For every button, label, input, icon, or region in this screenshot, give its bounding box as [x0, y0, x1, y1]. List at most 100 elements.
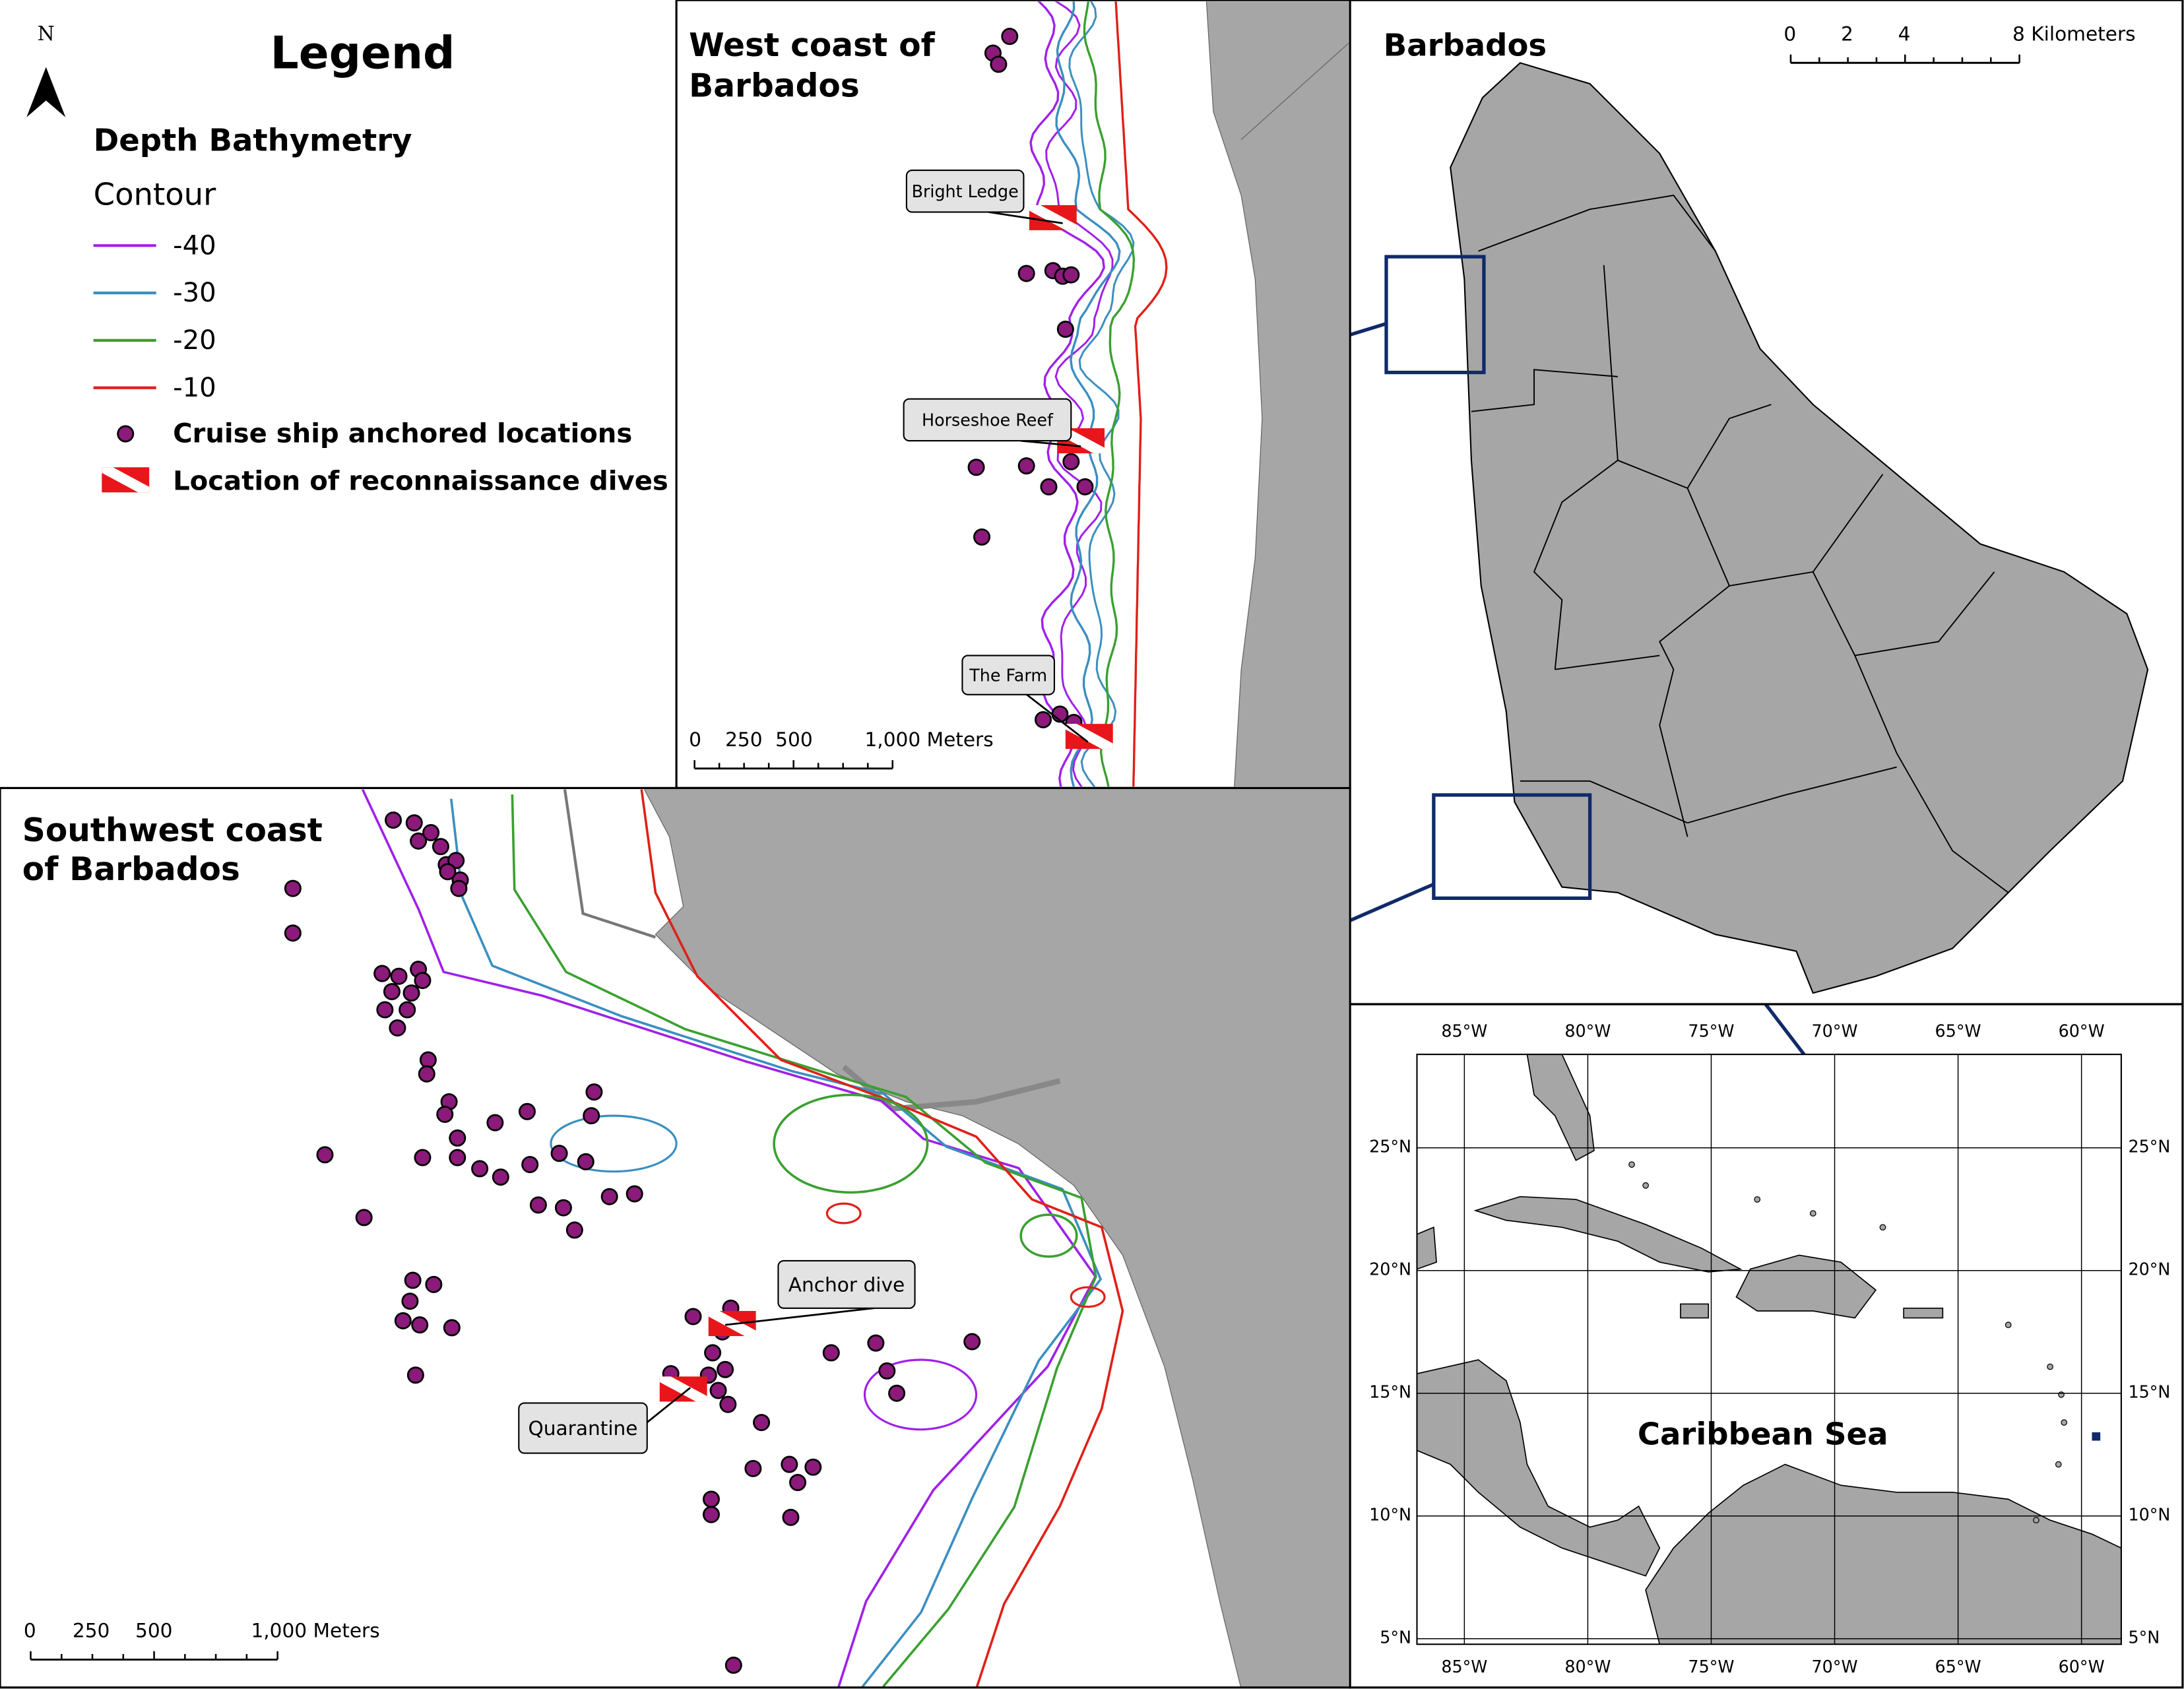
cruise-ship-location: [447, 852, 465, 870]
island: [1450, 62, 2149, 994]
inset-box: [1432, 793, 1592, 901]
dive-stripe: [102, 467, 150, 493]
cruise-ship-location: [719, 1395, 737, 1413]
cruise-ship-location: [888, 1384, 906, 1402]
cruise-ship-location: [1076, 478, 1094, 495]
depth-contour: [550, 1114, 678, 1173]
island: [2058, 1391, 2065, 1398]
lon-label: 75°W: [1688, 1021, 1734, 1040]
scale-label: 500: [775, 728, 812, 751]
parish-boundary: [1686, 474, 1884, 587]
depth-contour: [449, 798, 1102, 1688]
island: [1628, 1161, 1635, 1168]
cruise-ship-location: [399, 1001, 416, 1019]
island: [2033, 1517, 2039, 1523]
callout-label: Horseshoe Reef: [922, 410, 1054, 430]
cruise-ship-location: [355, 1209, 373, 1227]
cruise-ship-location: [1017, 265, 1035, 282]
scale-label: 0: [24, 1620, 36, 1642]
legend-label: Cruise ship anchored locations: [173, 419, 632, 449]
callout-leader: [724, 1307, 874, 1326]
cruise-ship-location: [967, 459, 985, 476]
landmass: [1417, 1359, 1661, 1577]
cruise-ship-location: [550, 1145, 568, 1163]
legend-title: Legend: [271, 26, 455, 79]
cruise-ship-location: [414, 1149, 432, 1166]
cruise-ship-location: [436, 1105, 454, 1123]
cruise-ship-location: [702, 1490, 720, 1508]
panel-title: of Barbados: [22, 851, 240, 888]
scale-label: 0: [1783, 23, 1796, 46]
cruise-ship-location: [284, 924, 302, 942]
landmass: [1645, 1463, 2121, 1645]
cruise-ship-location: [1017, 457, 1035, 475]
pier: [563, 789, 657, 939]
cruise-ship-location: [422, 824, 440, 842]
island: [2055, 1461, 2062, 1468]
lon-label: 70°W: [1812, 1021, 1858, 1040]
cruise-ship-location: [450, 879, 468, 897]
cruise-ship-location: [990, 55, 1008, 73]
cruise-ship-location: [410, 832, 428, 850]
island: [1809, 1210, 1816, 1217]
cruise-ship-location: [684, 1308, 702, 1325]
cruise-ship-location: [782, 1508, 800, 1526]
cruise-ship-location: [394, 1312, 412, 1329]
cruise-ship-location: [1056, 321, 1074, 338]
depth-contour: [1055, 1, 1121, 787]
cruise-ship-location: [373, 965, 391, 982]
parish-boundary: [1812, 571, 1995, 656]
cruise-ship-location: [1062, 453, 1080, 470]
cruise-ship-location: [449, 1149, 466, 1166]
island: [2005, 1322, 2012, 1329]
depth-contour: [863, 1358, 978, 1431]
depth-contour: [773, 1093, 929, 1194]
lon-label: 65°W: [1935, 1657, 1981, 1676]
lat-label: 25°N: [2128, 1137, 2170, 1157]
panel-title: West coast of: [689, 27, 935, 64]
cruise-ship-location: [1001, 28, 1019, 46]
cruise-ship-location: [432, 838, 449, 856]
scale-label: 500: [135, 1620, 172, 1642]
lat-label: 5°N: [2128, 1628, 2160, 1647]
southwest-map: Anchor dive Quarantine: [284, 789, 1349, 1688]
legend-label: -40: [173, 230, 216, 261]
lon-label: 80°W: [1564, 1657, 1611, 1676]
parish-boundary: [1478, 195, 1716, 252]
cruise-ship-location: [878, 1362, 896, 1380]
cruise-ship-location: [753, 1414, 771, 1432]
lat-label: 5°N: [1380, 1628, 1411, 1647]
depth-contour: [1019, 1213, 1078, 1258]
parish-boundary: [1520, 780, 1688, 824]
callout-box: [777, 1259, 916, 1309]
legend-subsection: Contour: [94, 177, 217, 212]
depth-contour: [361, 789, 1097, 1688]
barbados-marker: [2092, 1432, 2101, 1441]
callout-leader: [1021, 439, 1081, 447]
lon-label: 80°W: [1564, 1021, 1611, 1040]
cruise-ship-location: [565, 1221, 583, 1239]
parish-boundary: [1687, 766, 1897, 824]
cruise-ship-location: [822, 1344, 840, 1362]
legend-label: -30: [173, 278, 216, 308]
cruise-ship-location: [492, 1168, 509, 1186]
cruise-ship-location: [1062, 266, 1080, 284]
land: [643, 789, 1349, 1688]
landmass: [1526, 1054, 1595, 1161]
panel-title: Barbados: [1384, 28, 1547, 63]
callout-label: The Farm: [969, 665, 1047, 685]
inset-box: [1384, 255, 1486, 375]
caribbean-map: [1417, 1054, 2121, 1645]
lat-label: 20°N: [1369, 1259, 1411, 1279]
cruise-ship-location: [284, 879, 302, 897]
landmass: [1680, 1303, 1710, 1319]
cruise-ship-location: [704, 1344, 722, 1362]
lon-label: 60°W: [2059, 1021, 2105, 1040]
island: [2061, 1419, 2068, 1426]
cruise-ship-location: [600, 1188, 618, 1205]
cruise-ship-location: [385, 812, 402, 829]
callout-box: [961, 654, 1055, 695]
parish-boundary: [1555, 654, 1660, 670]
